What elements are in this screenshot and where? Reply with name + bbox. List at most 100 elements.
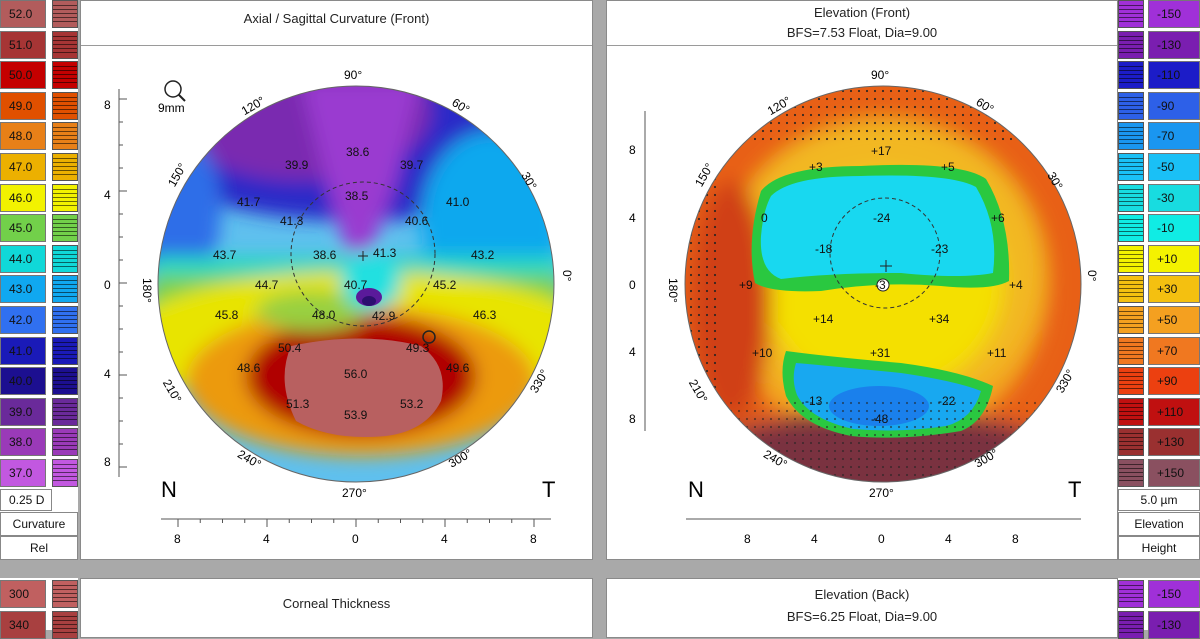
elev-htick-center: 0 — [878, 532, 885, 546]
elevation-scale-swatch: +90 — [1148, 367, 1200, 396]
axial-value: 46.3 — [473, 308, 497, 322]
elevation-scale-color-bar — [1118, 397, 1144, 426]
elevation-scale-swatch: -90 — [1148, 91, 1200, 120]
zoom-magnifier-icon[interactable] — [164, 80, 186, 102]
elev-vtick-upper: 4 — [629, 211, 636, 225]
elev-htick-left: 8 — [744, 532, 751, 546]
elevation-front-map[interactable]: 8 4 0 4 8 8 4 0 4 8 N T 90° 60° 30° 0° 3… — [607, 46, 1117, 559]
elevation-step-label: 5.0 µm — [1118, 489, 1200, 511]
elev-vtick-bottom: 8 — [629, 412, 636, 426]
elev-value: -23 — [931, 242, 949, 256]
axial-value: 41.0 — [446, 195, 470, 209]
curvature-scale-swatch: 42.0 — [0, 306, 46, 334]
axial-value: 53.9 — [344, 408, 368, 422]
curvature-scale-swatch: 37.0 — [0, 459, 46, 487]
curvature-mode-label[interactable]: Rel — [0, 536, 78, 560]
axial-temporal-label: T — [542, 477, 555, 502]
axial-value: 56.0 — [344, 367, 368, 381]
elevation-mode-label[interactable]: Height — [1118, 536, 1200, 560]
axial-htick-left: 8 — [174, 532, 181, 546]
elevation-scale-swatch: -10 — [1148, 214, 1200, 243]
axial-curvature-panel[interactable]: Axial / Sagittal Curvature (Front) — [80, 0, 593, 560]
axial-value: 50.4 — [278, 341, 302, 355]
elev-angle-0: 0° — [1085, 270, 1099, 282]
elev-value: -48 — [871, 412, 889, 426]
elevation-scale-swatch: +70 — [1148, 336, 1200, 365]
axial-value: 48.0 — [312, 308, 336, 322]
curvature-type-label[interactable]: Curvature — [0, 512, 78, 536]
axial-nasal-label: N — [161, 477, 177, 502]
elev-value: -24 — [873, 211, 891, 225]
curvature-scale-color-bar — [52, 61, 78, 90]
curvature-scale-color-bar — [52, 244, 78, 273]
elevation-scale-color-bar — [1118, 428, 1144, 457]
elevation-back-color-scale: -150 -130 — [1118, 578, 1200, 639]
curvature-scale-color-bar — [52, 91, 78, 120]
elevation-scale-swatch: -150 — [1148, 0, 1200, 28]
elevation-front-subtitle: BFS=7.53 Float, Dia=9.00 — [786, 25, 938, 40]
curvature-step-label: 0.25 D — [0, 489, 52, 511]
axial-value: 39.7 — [400, 158, 424, 172]
curvature-scale-swatch: 39.0 — [0, 397, 46, 426]
elevation-front-panel[interactable]: Elevation (Front) BFS=7.53 Float, Dia=9.… — [606, 0, 1118, 560]
axial-value: 43.7 — [213, 248, 237, 262]
elevation-scale-swatch: -130 — [1148, 30, 1200, 59]
elev-angle-90: 90° — [871, 68, 889, 82]
elevation-scale-color-bar — [1118, 244, 1144, 273]
elev-htick-midleft: 4 — [811, 532, 818, 546]
elev-value: +14 — [813, 312, 834, 326]
axial-value: 41.7 — [237, 195, 261, 209]
elevation-back-scale-color-bar — [1118, 580, 1144, 608]
axial-angle-90: 90° — [344, 68, 362, 82]
curvature-scale-swatch: 51.0 — [0, 30, 46, 59]
elev-value: +10 — [752, 346, 773, 360]
elevation-scale-swatch: -110 — [1148, 61, 1200, 90]
elev-value: 0 — [761, 211, 768, 225]
elevation-scale-color-bar — [1118, 91, 1144, 120]
curvature-scale-color-bar — [52, 122, 78, 151]
axial-vtick-bottom: 8 — [104, 455, 111, 469]
elevation-type-label[interactable]: Elevation — [1118, 512, 1200, 536]
axial-value: 51.3 — [286, 397, 310, 411]
corneal-thickness-panel[interactable]: Corneal Thickness — [80, 578, 593, 638]
thickness-scale-swatch: 300 — [0, 580, 46, 608]
axial-value: 44.7 — [255, 278, 279, 292]
axial-vtick-upper: 4 — [104, 188, 111, 202]
elev-value: +5 — [941, 160, 955, 174]
axial-value: 45.8 — [215, 308, 239, 322]
elevation-scale-color-bar — [1118, 275, 1144, 304]
elevation-scale-swatch: -50 — [1148, 153, 1200, 181]
axial-angle-270: 270° — [342, 486, 367, 500]
curvature-scale-swatch: 41.0 — [0, 336, 46, 365]
curvature-scale-color-bar — [52, 367, 78, 396]
curvature-scale-swatch: 50.0 — [0, 61, 46, 90]
axial-vertical-ticks — [119, 98, 127, 468]
axial-htick-midleft: 4 — [263, 532, 270, 546]
elevation-back-panel[interactable]: Elevation (Back) BFS=6.25 Float, Dia=9.0… — [606, 578, 1118, 638]
curvature-scale-color-bar — [52, 336, 78, 365]
elevation-scale-color-bar — [1118, 153, 1144, 181]
elevation-scale-swatch: -70 — [1148, 122, 1200, 151]
curvature-scale-swatch: 43.0 — [0, 275, 46, 304]
elev-value: -13 — [805, 394, 823, 408]
axial-angle-0: 0° — [560, 270, 574, 282]
axial-value: 38.6 — [313, 248, 337, 262]
axial-vtick-lower: 4 — [104, 367, 111, 381]
elevation-scale-color-bar — [1118, 61, 1144, 90]
elev-angle-270: 270° — [869, 486, 894, 500]
elevation-values: +17 +3 +5 0 +6 -24 -18 -23 +9 -3 +4 +14 … — [739, 144, 1023, 426]
curvature-scale-swatch: 47.0 — [0, 153, 46, 181]
axial-value: 38.5 — [345, 189, 369, 203]
elevation-scale-color-bar — [1118, 0, 1144, 28]
axial-curvature-map[interactable]: 9mm 8 4 0 4 8 8 4 0 4 8 N T 90° 60° 30° … — [81, 46, 592, 559]
elev-value: +31 — [870, 346, 891, 360]
elev-htick-right: 8 — [1012, 532, 1019, 546]
curvature-scale-swatch: 45.0 — [0, 214, 46, 243]
elevation-back-subtitle: BFS=6.25 Float, Dia=9.00 — [786, 609, 938, 624]
curvature-scale-swatch: 46.0 — [0, 183, 46, 212]
elev-temporal-label: T — [1068, 477, 1081, 502]
thickness-scale-color-bar — [52, 610, 78, 639]
elev-vtick-center: 0 — [629, 278, 636, 292]
elevation-scale-color-bar — [1118, 122, 1144, 151]
elev-value: -18 — [815, 242, 833, 256]
